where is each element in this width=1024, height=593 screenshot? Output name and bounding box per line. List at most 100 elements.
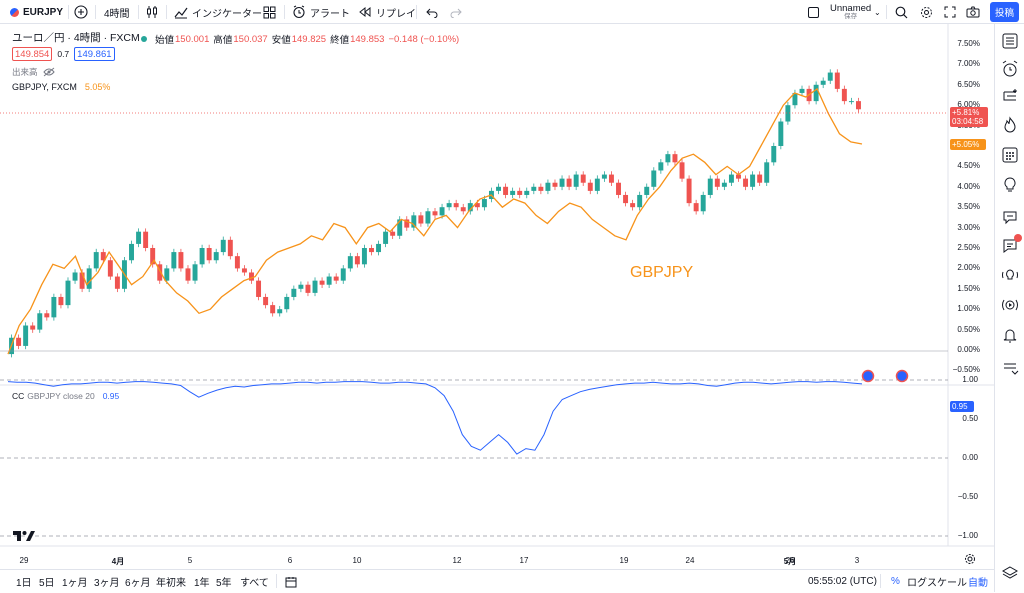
- bid-button[interactable]: 149.854: [12, 47, 53, 61]
- layout-dropdown[interactable]: ⌄: [874, 0, 881, 24]
- cc-legend[interactable]: CC GBPJPY close 20 0.95: [12, 391, 119, 401]
- tradingview-logo[interactable]: [13, 531, 35, 544]
- candle: [743, 175, 749, 191]
- layout-square-icon: [808, 6, 819, 18]
- auto-scale-toggle[interactable]: 自動: [968, 578, 988, 589]
- candle: [827, 69, 833, 84]
- range-button[interactable]: すべて: [240, 578, 269, 589]
- candle: [630, 199, 636, 211]
- percent-toggle[interactable]: %: [891, 576, 900, 587]
- compare-legend[interactable]: GBPJPY, FXCM 5.05%: [12, 82, 110, 92]
- volume-legend: 出来高: [12, 66, 55, 78]
- range-button[interactable]: 5年: [216, 578, 232, 589]
- search-button[interactable]: [895, 0, 908, 24]
- event-marker[interactable]: [895, 369, 909, 383]
- alert-label: アラート: [310, 8, 350, 20]
- object-tree-icon[interactable]: [1001, 88, 1019, 106]
- candle: [813, 81, 819, 105]
- candle: [750, 171, 756, 191]
- close-value: 149.853: [350, 33, 385, 45]
- compare-add-button[interactable]: [74, 0, 88, 24]
- undo-button[interactable]: [426, 0, 438, 24]
- date-range-button[interactable]: [285, 570, 297, 593]
- candle: [107, 256, 113, 280]
- candle: [672, 150, 678, 166]
- candle: [728, 171, 734, 186]
- candle: [390, 228, 396, 240]
- candle: [566, 175, 572, 191]
- price-chart[interactable]: [0, 24, 994, 569]
- candle: [51, 293, 57, 321]
- candle: [326, 273, 332, 288]
- redo-button[interactable]: [450, 0, 462, 24]
- candle: [693, 199, 699, 215]
- symbol-search[interactable]: EURJPY: [10, 0, 63, 24]
- candle: [764, 159, 770, 186]
- price-axis-label: 7.00%: [957, 59, 980, 69]
- candle: [616, 179, 621, 199]
- broadcast-play-icon[interactable]: [1001, 296, 1019, 314]
- chart-type-button[interactable]: [145, 0, 159, 24]
- layout-checkbox[interactable]: [808, 0, 819, 24]
- ask-button[interactable]: 149.861: [74, 47, 115, 61]
- calendar-range-icon: [285, 576, 297, 587]
- live-dot-icon: [141, 36, 147, 42]
- bell-icon[interactable]: [1001, 326, 1019, 344]
- snapshot-button[interactable]: [966, 0, 980, 24]
- time-axis-label: 5: [187, 556, 193, 565]
- ideas-bulb-icon[interactable]: [1001, 176, 1019, 194]
- replay-label: リプレイ: [376, 8, 416, 20]
- candle: [192, 261, 198, 284]
- candle: [114, 273, 120, 293]
- axis-settings-button[interactable]: [964, 552, 976, 570]
- alarm-clock-icon[interactable]: [1001, 60, 1019, 78]
- panel-toggle-icon[interactable]: [1001, 358, 1019, 376]
- fullscreen-button[interactable]: [944, 0, 956, 24]
- candle: [834, 69, 840, 93]
- signal-bulb-icon[interactable]: [1001, 266, 1019, 284]
- layers-icon[interactable]: [1001, 564, 1019, 582]
- candle: [820, 77, 826, 89]
- open-label: 始値: [155, 35, 175, 46]
- interval-button[interactable]: 4時間: [104, 8, 130, 20]
- range-button[interactable]: 5日: [39, 578, 55, 589]
- candle: [686, 175, 692, 207]
- calendar-icon[interactable]: [1001, 146, 1019, 164]
- range-button[interactable]: 年初来: [156, 578, 186, 589]
- indicators-icon: [174, 7, 188, 19]
- range-button[interactable]: 1年: [194, 578, 210, 589]
- candle: [213, 248, 219, 264]
- price-axis-label: −0.50%: [952, 365, 980, 375]
- clock-timezone[interactable]: 05:55:02 (UTC): [808, 576, 877, 587]
- layouts-button[interactable]: [263, 0, 276, 24]
- hot-list-icon[interactable]: [1001, 116, 1019, 134]
- range-button[interactable]: 3ヶ月: [94, 578, 120, 589]
- candle: [16, 334, 22, 350]
- candle: [757, 171, 763, 186]
- range-button[interactable]: 1ヶ月: [62, 578, 88, 589]
- indicators-button[interactable]: インジケーター: [174, 0, 262, 24]
- candle: [305, 281, 311, 297]
- candle: [185, 265, 191, 284]
- range-button[interactable]: 6ヶ月: [125, 578, 151, 589]
- candle: [347, 252, 353, 272]
- cc-value-tag: 0.95: [950, 401, 974, 412]
- settings-button[interactable]: [920, 0, 933, 24]
- range-button[interactable]: 1日: [16, 578, 32, 589]
- event-marker[interactable]: [861, 369, 875, 383]
- candle: [58, 293, 64, 309]
- candle: [178, 248, 184, 272]
- redo-icon: [450, 8, 462, 18]
- time-axis-label: 29: [19, 556, 29, 565]
- chevron-down-icon: ⌄: [874, 7, 881, 17]
- alert-button[interactable]: アラート: [292, 0, 350, 24]
- chat-icon[interactable]: [1001, 208, 1019, 226]
- layout-name-button[interactable]: Unnamed 保存: [830, 0, 871, 24]
- watchlist-icon[interactable]: [1001, 32, 1019, 50]
- replay-button[interactable]: リプレイ: [358, 0, 416, 24]
- log-scale-toggle[interactable]: ログスケール: [907, 578, 967, 589]
- price-axis-label: 7.50%: [957, 39, 980, 48]
- publish-button[interactable]: 投稿: [990, 0, 1020, 24]
- eye-crossed-icon[interactable]: [42, 67, 55, 77]
- notifications-button[interactable]: [1001, 234, 1022, 254]
